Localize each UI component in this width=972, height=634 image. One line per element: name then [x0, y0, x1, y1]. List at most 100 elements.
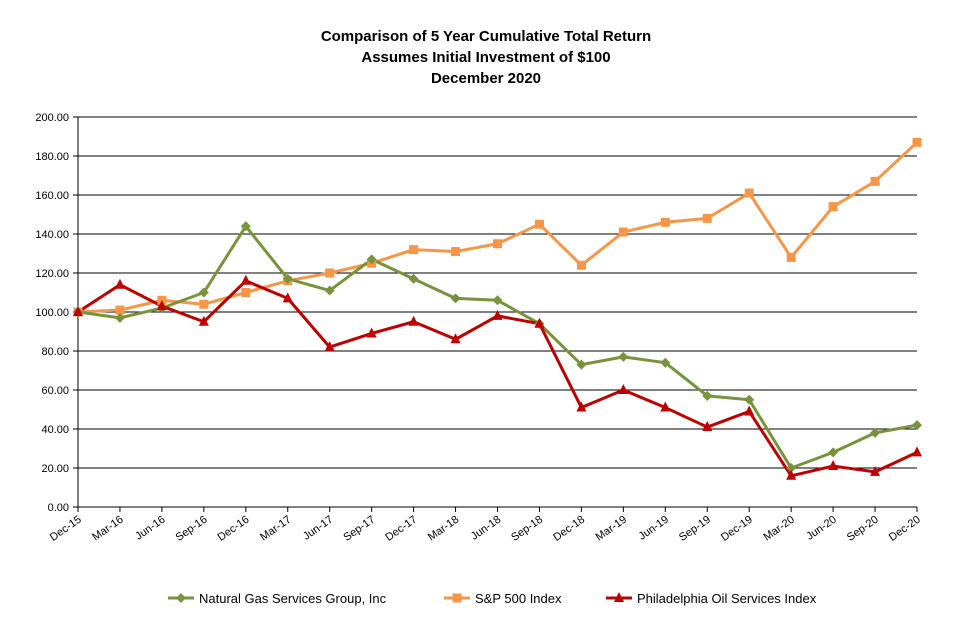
data-point-square	[199, 299, 209, 309]
data-point-square	[451, 247, 461, 257]
data-point-triangle	[114, 278, 125, 289]
x-tick-label: Jun-19	[637, 514, 671, 543]
data-point-triangle	[912, 446, 922, 457]
data-point-triangle	[282, 292, 293, 303]
data-point-diamond	[786, 463, 797, 473]
y-tick-label: 200.00	[35, 112, 69, 124]
y-tick-label: 120.00	[35, 268, 69, 280]
data-point-triangle	[534, 317, 545, 328]
data-point-square	[325, 268, 335, 278]
x-tick-label: Mar-19	[594, 514, 629, 544]
data-point-square	[409, 245, 419, 255]
data-point-square	[744, 188, 754, 198]
data-point-square	[618, 227, 628, 237]
data-point-square	[576, 260, 586, 270]
data-point-square	[702, 213, 712, 223]
series-line	[77, 224, 918, 470]
y-tick-label: 0.00	[48, 502, 69, 514]
y-tick-label: 180.00	[35, 151, 69, 163]
y-tick-label: 140.00	[35, 229, 69, 241]
data-point-triangle	[702, 421, 713, 432]
data-point-triangle	[408, 315, 419, 326]
x-tick-label: Mar-18	[426, 514, 461, 544]
data-point-square	[870, 176, 880, 186]
data-point-triangle	[240, 274, 251, 285]
legend-label: Natural Gas Services Group, Inc	[199, 591, 387, 606]
x-tick-label: Mar-17	[258, 514, 293, 544]
data-point-diamond	[282, 273, 293, 284]
data-point-diamond	[618, 351, 629, 362]
data-point-triangle	[786, 469, 797, 480]
x-tick-label: Sep-16	[174, 514, 210, 544]
data-point-triangle	[492, 309, 503, 320]
data-point-triangle	[576, 401, 587, 412]
chart-subtitle-date: December 2020	[430, 70, 542, 87]
data-point-diamond	[324, 285, 335, 296]
data-point-triangle	[198, 315, 209, 326]
x-tick-label: Jun-18	[469, 514, 503, 543]
chart-title: Comparison of 5 Year Cumulative Total Re…	[320, 28, 652, 45]
data-point-triangle	[450, 333, 461, 344]
chart-subtitle: Assumes Initial Investment of $100	[361, 49, 611, 66]
y-tick-label: 40.00	[41, 424, 69, 436]
y-tick-label: 100.00	[35, 307, 69, 319]
series-lines	[77, 141, 919, 478]
data-point-square	[115, 305, 125, 315]
y-tick-label: 160.00	[35, 190, 69, 202]
y-tick-label: 60.00	[41, 385, 69, 397]
legend-label: Philadelphia Oil Services Index	[637, 591, 817, 606]
x-tick-label: Mar-16	[90, 514, 125, 544]
data-point-diamond	[408, 273, 419, 284]
data-point-square	[241, 288, 251, 297]
x-tick-label: Jun-20	[804, 514, 838, 543]
data-point-diamond	[744, 394, 755, 405]
y-tick-label: 20.00	[41, 463, 69, 475]
x-tick-label: Dec-18	[551, 514, 587, 544]
x-tick-label: Sep-20	[845, 514, 881, 544]
series-markers	[73, 137, 922, 480]
data-point-triangle	[618, 384, 629, 394]
data-point-square	[534, 219, 544, 229]
data-point-diamond	[576, 359, 587, 370]
legend: Natural Gas Services Group, Inc S&P 500 I…	[168, 591, 817, 606]
x-tick-label: Dec-16	[216, 514, 252, 544]
x-tick-label: Dec-17	[383, 514, 419, 544]
x-tick-label: Jun-17	[301, 514, 335, 543]
data-point-triangle	[156, 300, 167, 311]
data-point-square	[660, 217, 670, 227]
data-point-diamond	[702, 390, 713, 401]
x-tick-label: Sep-17	[341, 514, 377, 544]
data-point-diamond	[492, 295, 503, 306]
data-point-diamond	[366, 254, 377, 265]
data-point-diamond	[450, 293, 461, 304]
chart-titles: Comparison of 5 Year Cumulative Total Re…	[0, 26, 972, 89]
data-point-diamond	[198, 287, 209, 298]
y-axis-ticks: 0.00 20.00 40.00 60.00 80.00 100.00 120.00 140.…	[35, 112, 78, 514]
x-tick-label: Dec-19	[719, 514, 755, 544]
x-tick-label: Mar-20	[761, 514, 796, 544]
data-point-square	[452, 593, 462, 603]
data-point-diamond	[870, 427, 881, 438]
data-point-square	[786, 252, 796, 262]
data-point-triangle	[660, 401, 671, 412]
data-point-triangle	[73, 306, 83, 316]
data-point-square	[912, 137, 922, 147]
y-tick-label: 80.00	[41, 346, 69, 358]
x-tick-label: Sep-19	[677, 514, 713, 544]
x-tick-label: Dec-20	[887, 514, 923, 544]
data-point-triangle	[744, 405, 755, 416]
data-point-diamond	[660, 357, 671, 368]
data-point-triangle	[324, 341, 335, 352]
legend-label: S&P 500 Index	[475, 591, 562, 606]
x-tick-label: Sep-18	[509, 514, 545, 544]
data-point-triangle	[870, 465, 881, 476]
data-point-triangle	[614, 592, 624, 602]
data-point-square	[828, 202, 838, 212]
data-point-diamond	[176, 593, 186, 603]
data-point-diamond	[114, 312, 125, 323]
x-tick-label: Dec-15	[48, 514, 84, 544]
x-tick-label: Jun-16	[133, 514, 167, 543]
series-line	[77, 141, 919, 314]
data-point-diamond	[912, 420, 922, 431]
